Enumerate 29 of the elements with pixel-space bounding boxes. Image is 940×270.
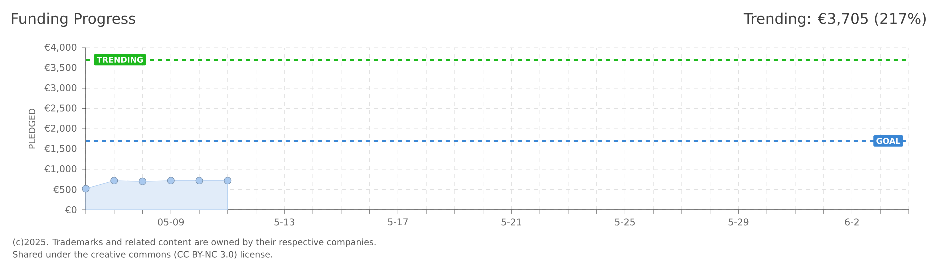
x-tick-label: 5-25 — [615, 218, 635, 226]
point — [167, 177, 175, 185]
ref-line-label: TRENDING — [96, 56, 144, 63]
y-tick-label: €4,000 — [44, 44, 77, 52]
y-tick-label: €3,500 — [44, 64, 77, 72]
x-tick-label: 5-17 — [388, 218, 408, 226]
text: (c)2025. Trademarks and related content are owned by their respective companies. — [13, 238, 376, 248]
y-tick-label: €2,500 — [44, 104, 77, 113]
text: Shared under the creative commons (CC BY-NC 3.0) license. — [13, 251, 272, 259]
y-tick-label: €0 — [65, 206, 77, 214]
point — [139, 178, 147, 186]
y-tick-label: €1,000 — [44, 165, 77, 174]
y-tick-label: €3,000 — [44, 84, 77, 93]
point — [196, 177, 204, 185]
x-tick-label: 6-2 — [845, 218, 859, 226]
chart-title: Funding Progress — [12, 12, 136, 28]
ref-line-label: GOAL — [876, 138, 901, 144]
y-tick-label: €2,000 — [44, 124, 77, 133]
chart-subtitle: Trending: €3,705 (217%) — [744, 12, 926, 28]
y-axis-title: PLEDGED — [28, 108, 36, 149]
x-tick-label: 5-13 — [274, 218, 294, 226]
y-tick-label: €500 — [54, 186, 77, 194]
point — [82, 185, 90, 193]
point — [224, 177, 232, 185]
x-tick-label: 5-29 — [728, 218, 749, 226]
point — [110, 177, 118, 185]
y-tick-label: €1,500 — [44, 145, 77, 154]
x-tick-label: 05-09 — [158, 218, 184, 226]
x-tick-label: 5-21 — [502, 218, 522, 226]
